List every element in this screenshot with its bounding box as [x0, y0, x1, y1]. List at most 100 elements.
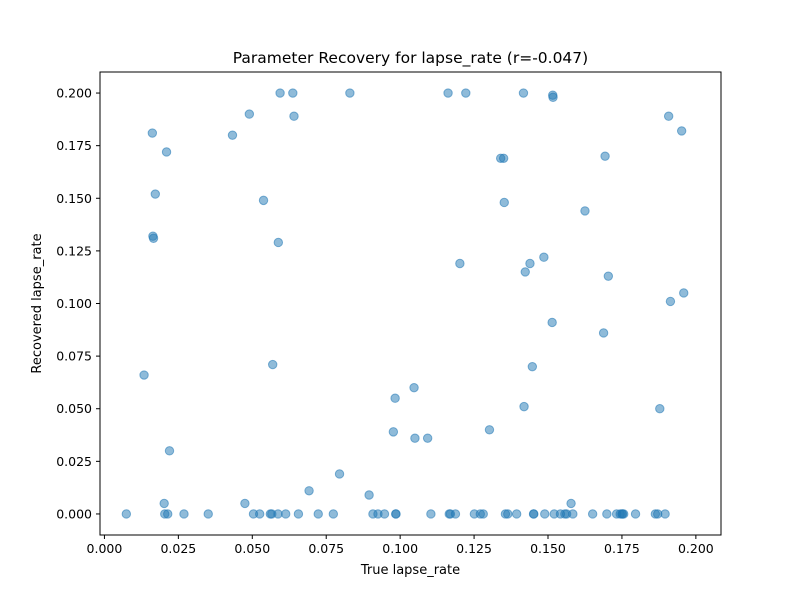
data-point	[655, 404, 665, 414]
data-point	[390, 393, 400, 403]
x-tick-label: 0.200	[678, 541, 714, 556]
x-tick-label: 0.075	[308, 541, 344, 556]
data-point	[478, 509, 488, 519]
data-point	[426, 509, 436, 519]
data-point	[619, 509, 629, 519]
data-point	[665, 296, 676, 307]
data-point	[258, 195, 269, 206]
data-point	[547, 317, 557, 328]
y-axis: 0.000 0.025 0.050 0.075 0.100 0.125 0.150 0.175…	[56, 86, 100, 521]
y-tick-label: 0.150	[56, 191, 92, 206]
y-tick-label: 0.175	[56, 138, 92, 153]
data-point	[587, 509, 598, 519]
data-point	[288, 88, 298, 98]
data-point	[450, 509, 461, 519]
y-tick-label: 0.200	[56, 86, 92, 101]
data-point	[163, 509, 173, 519]
data-point	[203, 509, 213, 519]
y-tick-label: 0.025	[56, 454, 92, 469]
data-point	[345, 88, 355, 98]
data-point	[660, 509, 670, 519]
x-tick-label: 0.175	[604, 541, 640, 556]
data-point	[240, 498, 250, 509]
data-point	[499, 197, 509, 208]
data-point	[498, 153, 509, 163]
data-point	[391, 509, 401, 519]
data-point	[520, 267, 530, 277]
data-point	[630, 509, 641, 519]
data-point	[334, 469, 345, 479]
x-tick-label: 0.100	[382, 541, 418, 556]
data-point	[539, 252, 549, 262]
data-point	[268, 359, 278, 370]
data-point	[519, 401, 529, 412]
data-point	[600, 151, 610, 161]
data-point	[410, 433, 420, 443]
data-point	[148, 233, 159, 243]
data-points	[121, 88, 689, 519]
data-point	[227, 130, 238, 140]
data-point	[602, 509, 612, 519]
x-tick-label: 0.025	[160, 541, 196, 556]
data-point	[568, 509, 578, 519]
data-point	[304, 486, 314, 496]
x-tick-label: 0.150	[530, 541, 566, 556]
data-point	[566, 498, 576, 509]
data-point	[503, 509, 513, 519]
data-point	[364, 490, 374, 500]
y-tick-label: 0.100	[56, 296, 92, 311]
data-point	[273, 237, 284, 248]
x-axis: 0.000 0.025 0.050 0.075 0.100 0.125 0.150 0.175…	[87, 535, 714, 556]
y-tick-label: 0.075	[56, 349, 92, 364]
data-point	[529, 509, 539, 519]
data-point	[511, 509, 522, 519]
x-tick-label: 0.125	[456, 541, 492, 556]
data-point	[254, 509, 265, 519]
data-point	[443, 88, 453, 98]
data-point	[548, 92, 558, 102]
data-point	[147, 128, 158, 138]
data-point	[580, 206, 590, 216]
data-point	[159, 498, 169, 509]
data-point	[679, 288, 689, 298]
data-point	[455, 258, 465, 269]
data-point	[540, 509, 550, 519]
data-point	[525, 258, 535, 269]
data-point	[388, 427, 399, 437]
data-point	[328, 509, 339, 519]
y-axis-label: Recovered lapse_rate	[30, 233, 45, 373]
data-point	[422, 433, 433, 443]
data-point	[379, 509, 390, 519]
data-point	[461, 88, 471, 98]
data-point	[598, 328, 609, 338]
data-point	[409, 382, 419, 393]
data-point	[179, 509, 189, 519]
y-tick-label: 0.125	[56, 243, 92, 258]
x-axis-label: True lapse_rate	[360, 563, 460, 578]
data-point	[313, 509, 323, 519]
y-tick-label: 0.000	[56, 506, 92, 521]
x-tick-label: 0.050	[234, 541, 270, 556]
data-point	[527, 361, 538, 372]
data-point	[244, 109, 255, 119]
data-point	[150, 189, 161, 199]
data-point	[275, 88, 285, 98]
data-point	[289, 111, 299, 121]
data-point	[281, 509, 291, 519]
data-point	[139, 370, 149, 380]
data-point	[484, 425, 495, 435]
data-point	[676, 126, 687, 136]
data-point	[518, 88, 529, 98]
x-tick-label: 0.000	[87, 541, 123, 556]
data-point	[603, 271, 614, 281]
data-point	[164, 446, 175, 456]
y-tick-label: 0.050	[56, 401, 92, 416]
data-point	[293, 509, 304, 519]
data-point	[663, 111, 674, 121]
chart-title: Parameter Recovery for lapse_rate (r=-0.…	[233, 49, 588, 68]
data-point	[121, 509, 132, 519]
plot-frame	[99, 71, 722, 536]
data-point	[161, 147, 172, 157]
data-point	[273, 509, 283, 519]
